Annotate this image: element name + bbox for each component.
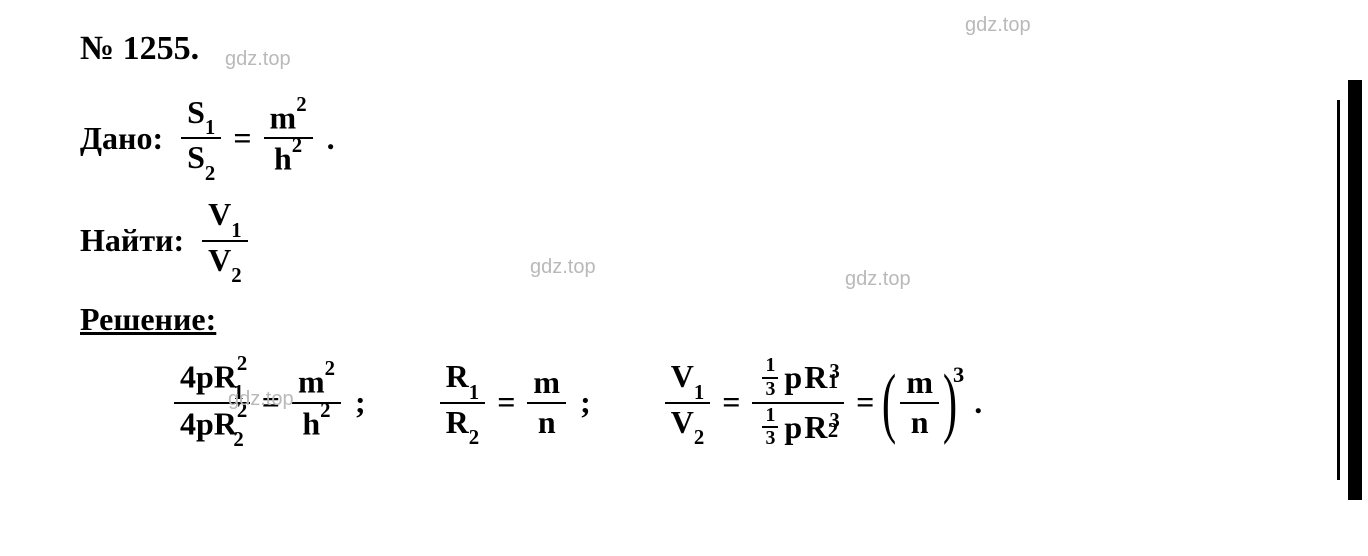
given-label: Дано:: [80, 120, 163, 157]
denominator: V2: [665, 404, 711, 445]
semicolon: ;: [580, 384, 591, 421]
numerator: R1: [440, 360, 486, 403]
denominator: R2: [440, 404, 486, 445]
var-V: V: [671, 358, 694, 394]
denominator: h2: [268, 139, 308, 176]
watermark-text: gdz.top: [228, 388, 294, 411]
var-S: S: [187, 94, 205, 130]
watermark-text: gdz.top: [845, 268, 911, 291]
left-paren: (: [882, 371, 896, 433]
equals-sign: =: [497, 384, 515, 421]
digit-4: 4: [180, 405, 196, 441]
numerator: m2: [292, 364, 341, 403]
solution-label: Решение:: [80, 301, 216, 338]
watermark-text: gdz.top: [225, 48, 291, 71]
numerator: m: [900, 366, 939, 404]
solution-heading-line: Решение:: [80, 301, 1280, 338]
subscript-2: 2: [694, 426, 704, 449]
subscript-1: 1: [469, 381, 479, 404]
var-R: R: [804, 361, 827, 395]
subscript-2: 2: [828, 420, 838, 442]
equation-2: R1 R2 = m n ;: [436, 360, 591, 444]
superscript-2: 2: [292, 134, 302, 157]
fraction-m2-h2: m2 h2: [264, 100, 313, 177]
fraction-m2-h2: m2 h2: [292, 364, 341, 441]
right-paren: ): [943, 371, 957, 433]
numerator: V1: [202, 198, 248, 241]
var-V: V: [208, 242, 231, 278]
subscript-2: 2: [469, 426, 479, 449]
fraction-third-pR1cube-third-pR2cube: 1 3 pR31 1 3 pR32: [752, 356, 844, 449]
var-m: m: [270, 100, 297, 136]
superscript-2: 2: [320, 399, 330, 422]
superscript-2: 2: [325, 357, 335, 380]
fraction-R1-R2: R1 R2: [440, 360, 486, 444]
var-p: p: [196, 405, 214, 441]
digit-4: 4: [180, 358, 196, 394]
watermark-text: gdz.top: [965, 14, 1031, 37]
numerator: 1 3 pR31: [752, 356, 844, 404]
subscript-2: 2: [205, 162, 215, 185]
find-label: Найти:: [80, 222, 184, 259]
fraction-V1-V2: V1 V2: [665, 360, 711, 444]
denominator: h2: [296, 404, 336, 441]
fraction-1-3: 1 3: [762, 356, 778, 400]
subscript-2: 2: [233, 428, 243, 451]
page-edge-shadow: [1348, 80, 1362, 500]
equals-sign: =: [856, 384, 874, 421]
var-p: p: [196, 358, 214, 394]
var-V: V: [208, 196, 231, 232]
subscript-1: 1: [694, 381, 704, 404]
denominator: n: [905, 404, 935, 440]
semicolon: ;: [355, 384, 366, 421]
equation-3: V1 V2 = 1 3 pR31 1 3: [661, 356, 982, 449]
var-p: p: [784, 361, 802, 395]
var-S: S: [187, 139, 205, 175]
fraction-1-3: 1 3: [762, 406, 778, 450]
equation-row: 4pR21 4pR22 = m2 h2 ; R1: [170, 356, 1280, 449]
fraction-m-n: m n: [900, 366, 939, 439]
numerator: m2: [264, 100, 313, 139]
page-edge-line: [1337, 100, 1340, 480]
denominator: S2: [181, 139, 221, 180]
subscript-2: 2: [231, 264, 241, 287]
subscript-1: 1: [828, 371, 838, 393]
var-h: h: [274, 141, 292, 177]
period: .: [327, 120, 335, 157]
fraction-v1-v2: V1 V2: [202, 198, 248, 282]
numerator: V1: [665, 360, 711, 403]
equals-sign: =: [233, 120, 251, 157]
denominator: 1 3 pR32: [752, 404, 844, 450]
given-line: Дано: S1 S2 = m2 h2 .: [80, 96, 1280, 180]
watermark-text: gdz.top: [530, 256, 596, 279]
var-V: V: [671, 404, 694, 440]
var-m: m: [298, 364, 325, 400]
superscript-2: 2: [296, 93, 306, 116]
paren-m-over-n-cubed: ( m n ) 3: [882, 366, 964, 439]
subscript-1: 1: [205, 116, 215, 139]
numerator: S1: [181, 96, 221, 139]
var-R: R: [804, 411, 827, 445]
equals-sign: =: [722, 384, 740, 421]
subscript-1: 1: [231, 219, 241, 242]
superscript-2: 2: [237, 352, 247, 375]
var-R: R: [446, 404, 469, 440]
fraction-m-n: m n: [527, 366, 566, 439]
denominator: V2: [202, 242, 248, 283]
period: .: [974, 384, 982, 421]
denominator: n: [532, 404, 562, 440]
page-content: № 1255. Дано: S1 S2 = m2 h2 . Найти: V1: [80, 30, 1280, 449]
var-h: h: [302, 405, 320, 441]
fraction-s1-s2: S1 S2: [181, 96, 221, 180]
numerator: m: [527, 366, 566, 404]
find-line: Найти: V1 V2: [80, 198, 1280, 282]
var-p: p: [784, 411, 802, 445]
var-R: R: [446, 358, 469, 394]
